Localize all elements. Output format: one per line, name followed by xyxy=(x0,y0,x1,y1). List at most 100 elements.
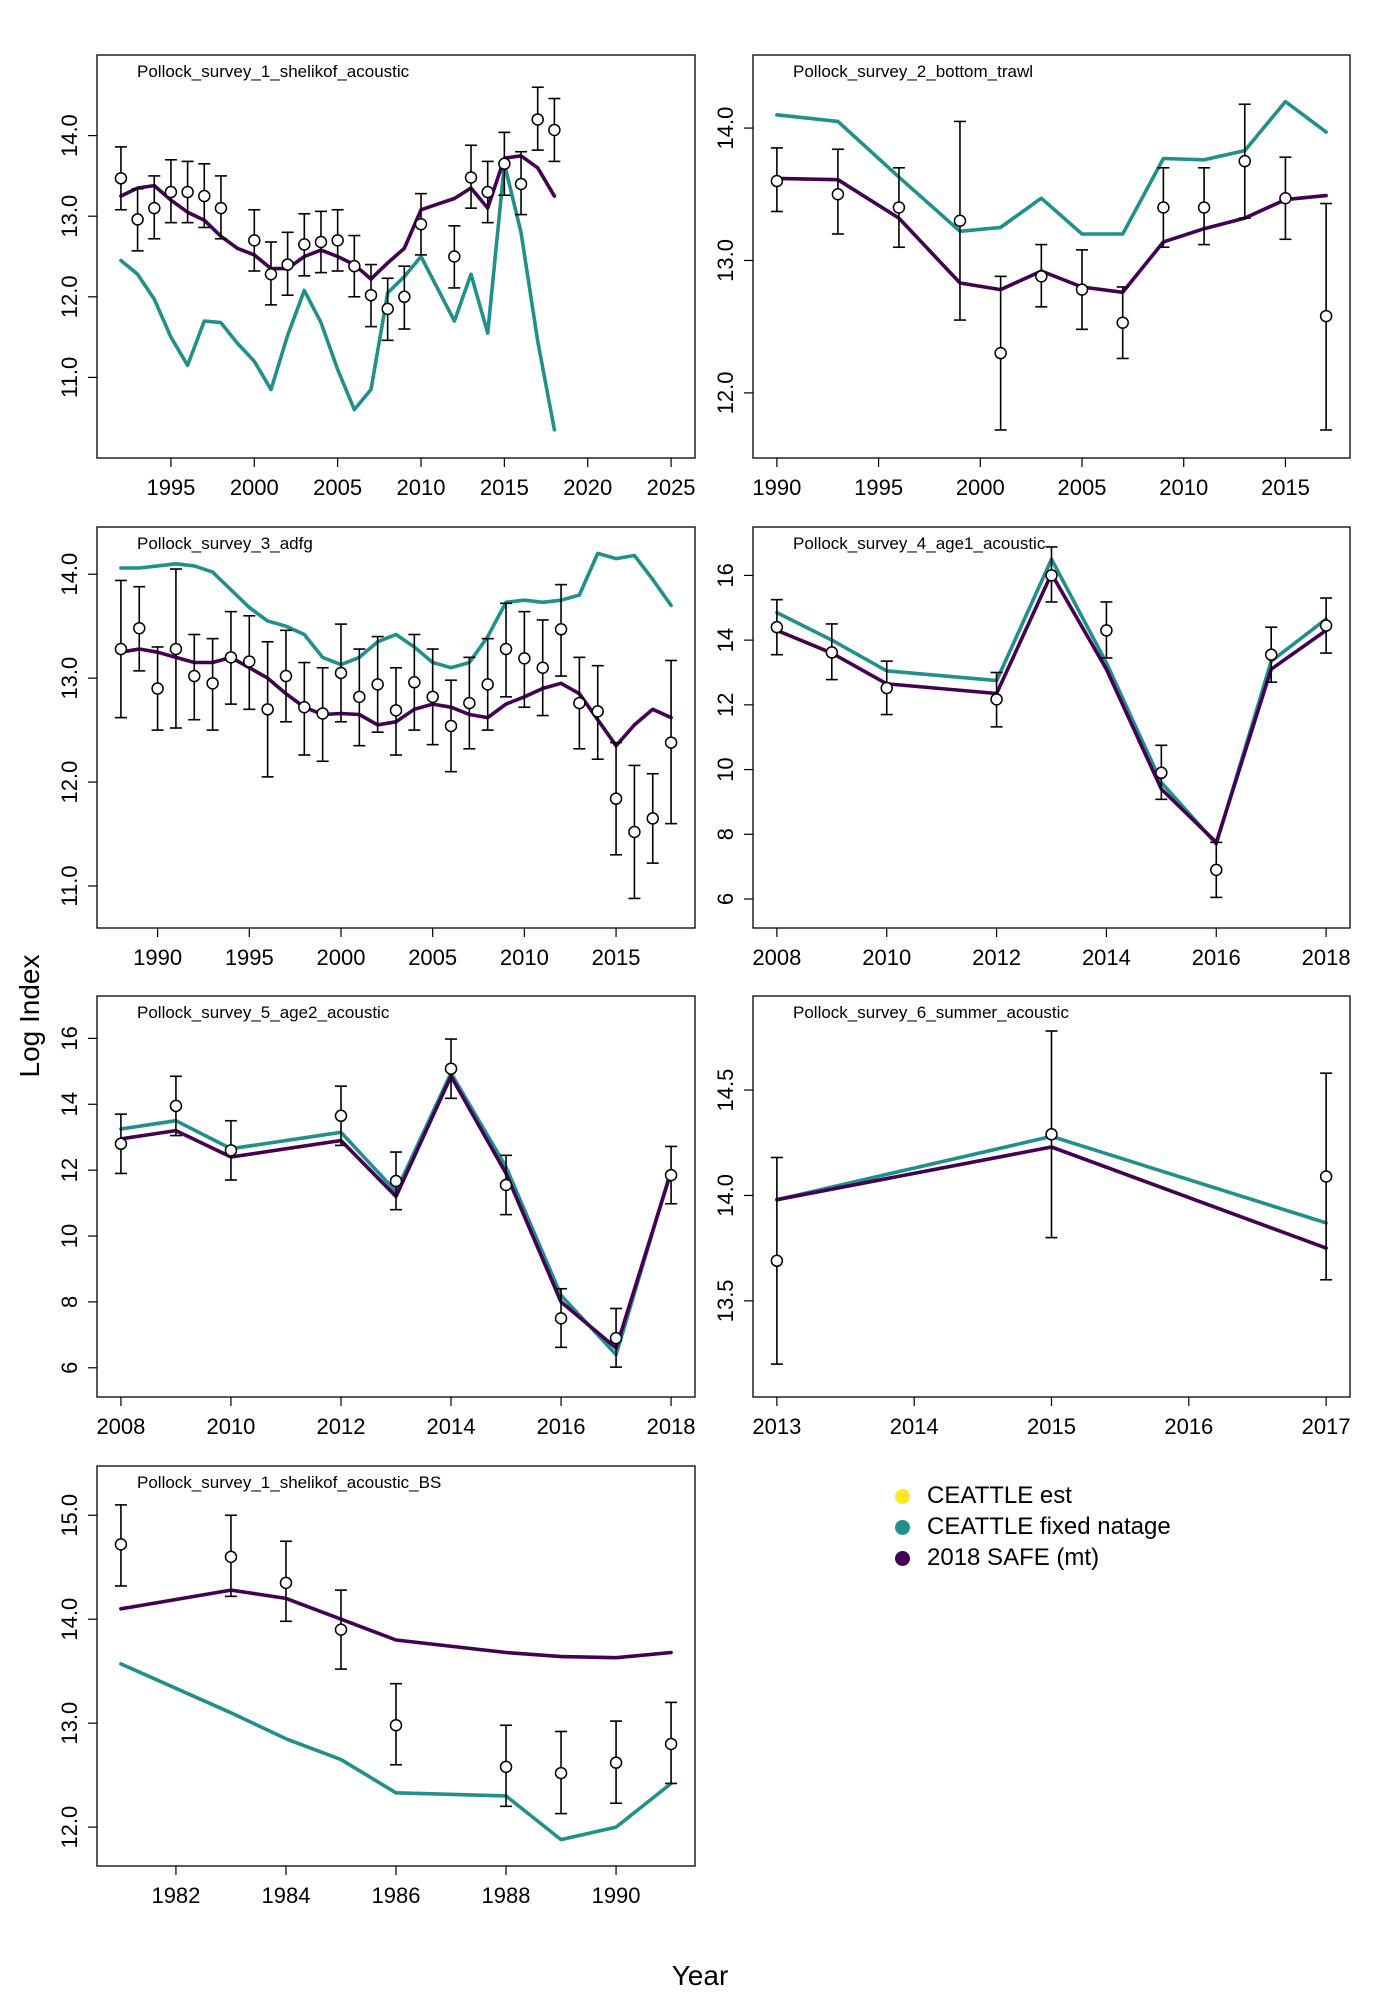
observed-point xyxy=(770,174,784,188)
observed-point xyxy=(114,1538,128,1551)
chart-title: Pollock_survey_5_age2_acoustic xyxy=(137,1003,390,1022)
observed-point xyxy=(664,1168,678,1182)
observed-point xyxy=(1279,191,1292,205)
y-tick-label: 14.0 xyxy=(57,553,82,596)
observed-point xyxy=(281,258,294,271)
observed-point xyxy=(880,681,893,695)
observed-point xyxy=(531,113,544,126)
observed-point xyxy=(151,682,164,695)
observed-point xyxy=(348,259,361,273)
observed-point xyxy=(1075,283,1089,296)
observed-point xyxy=(371,678,384,691)
observed-point xyxy=(536,661,549,674)
y-tick-label: 13.5 xyxy=(713,1279,738,1322)
observed-point xyxy=(1264,648,1278,661)
observed-point xyxy=(353,690,366,704)
chart-panel-3: 1990 1995 2000 2005 2010 2015 11.0 12.0 13.0 14.0… xyxy=(57,526,696,970)
observed-point xyxy=(114,642,128,656)
legend-marker-ceattle-fixed-natage xyxy=(895,1520,910,1535)
observed-point xyxy=(264,267,278,281)
observed-point xyxy=(334,1109,348,1123)
observed-point xyxy=(279,669,293,683)
x-tick-label: 2010 xyxy=(862,945,911,970)
observed-point xyxy=(334,666,348,680)
y-tick-label: 12.0 xyxy=(57,761,82,804)
x-tick-label: 1990 xyxy=(752,475,801,500)
y-tick-label: 15.0 xyxy=(57,1494,82,1537)
y-tick-label: 6 xyxy=(57,1362,82,1374)
observed-point xyxy=(1238,154,1252,168)
observed-point xyxy=(498,157,511,171)
observed-point xyxy=(1319,1170,1333,1183)
legend-marker-2018-safe xyxy=(895,1551,910,1566)
x-axis-title: Year xyxy=(671,1960,729,1991)
observed-point xyxy=(499,1760,513,1774)
observed-point xyxy=(1319,309,1333,323)
y-tick-label: 14.0 xyxy=(713,107,738,150)
x-tick-label: 2010 xyxy=(206,1414,255,1439)
plot-frame xyxy=(96,526,696,929)
observed-point xyxy=(169,1099,183,1113)
observed-point xyxy=(164,185,178,199)
x-tick-label: 2010 xyxy=(500,945,549,970)
observed-point xyxy=(224,651,238,664)
y-tick-label: 13.0 xyxy=(57,1702,82,1745)
y-tick-label: 14.5 xyxy=(713,1069,738,1112)
observed-point xyxy=(389,704,403,717)
x-tick-label: 2008 xyxy=(752,945,801,970)
observed-point xyxy=(314,235,328,249)
y-tick-label: 12 xyxy=(713,693,738,717)
y-tick-label: 14 xyxy=(713,628,738,652)
x-tick-label: 1988 xyxy=(482,1883,531,1908)
observed-point xyxy=(770,620,784,634)
legend-marker-ceattle-est xyxy=(895,1489,910,1504)
observed-point xyxy=(1035,270,1048,283)
x-tick-label: 2013 xyxy=(752,1414,801,1439)
chart-title: Pollock_survey_1_shelikof_acoustic_BS xyxy=(137,1473,441,1492)
observed-point xyxy=(1100,624,1113,637)
y-tick-label: 16 xyxy=(713,563,738,587)
series-line-ceattle-fixed-natage xyxy=(119,1662,673,1842)
x-tick-label: 2010 xyxy=(397,475,446,500)
observed-point xyxy=(499,1178,513,1192)
x-tick-label: 1986 xyxy=(372,1883,421,1908)
observed-point xyxy=(389,1719,403,1732)
observed-point xyxy=(548,123,561,137)
x-tick-label: 2014 xyxy=(890,1414,939,1439)
observed-point xyxy=(628,825,641,839)
plot-frame xyxy=(752,526,1351,929)
observed-point xyxy=(664,736,678,749)
observed-point xyxy=(463,696,476,710)
observed-point xyxy=(298,238,311,251)
x-tick-label: 2008 xyxy=(96,1414,145,1439)
x-tick-label: 2014 xyxy=(1082,945,1131,970)
observed-point xyxy=(206,677,219,690)
observed-point xyxy=(198,189,211,203)
x-tick-label: 1984 xyxy=(261,1883,310,1908)
x-tick-label: 2012 xyxy=(972,945,1021,970)
y-tick-label: 13.0 xyxy=(713,239,738,282)
x-tick-label: 2005 xyxy=(408,945,457,970)
chart-panel-2: 1990 1995 2000 2005 2010 2015 12.0 13.0 14.0 Poll… xyxy=(713,54,1351,500)
x-tick-label: 2016 xyxy=(537,1414,586,1439)
observed-point xyxy=(114,1137,128,1151)
chart-title: Pollock_survey_4_age1_acoustic xyxy=(793,534,1046,553)
observed-point xyxy=(114,172,128,185)
x-tick-label: 2005 xyxy=(1058,475,1107,500)
x-tick-label: 2015 xyxy=(1261,475,1310,500)
observed-point xyxy=(464,171,478,184)
observed-point xyxy=(1155,766,1168,780)
observed-point xyxy=(554,1312,568,1325)
series-line-ceattle-fixed-natage xyxy=(119,551,673,670)
legend-label-ceattle-fixed-natage: CEATTLE fixed natage xyxy=(927,1513,1171,1540)
observed-point xyxy=(224,1550,238,1564)
x-tick-label: 1982 xyxy=(151,1883,200,1908)
y-tick-label: 11.0 xyxy=(57,865,82,906)
observed-point xyxy=(1045,1128,1058,1141)
y-tick-label: 12.0 xyxy=(57,275,82,318)
observed-point xyxy=(188,669,201,683)
plot-frame xyxy=(96,1465,696,1867)
observed-point xyxy=(994,346,1007,360)
observed-point xyxy=(1045,569,1058,582)
series-line-2018-safe-mt xyxy=(775,571,1328,845)
